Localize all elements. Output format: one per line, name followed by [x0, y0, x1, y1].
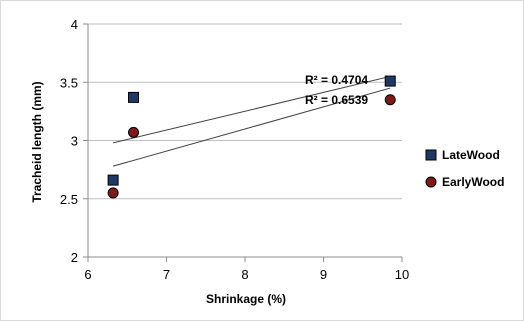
tick-labels: 2 2.5 3 3.5 4 6 7 8 9 10 [60, 17, 409, 282]
point-latewood [128, 91, 140, 103]
x-tick-label: 10 [395, 267, 409, 282]
y-tick-label: 2.5 [60, 192, 78, 207]
point-earlywood [384, 94, 396, 106]
x-tick-label: 6 [84, 267, 91, 282]
trendline-earlywood [112, 87, 391, 167]
r2-label-latewood: R² = 0.4704 [305, 73, 368, 87]
legend-marker-latewood [425, 149, 437, 161]
y-axis-title: Tracheid length (mm) [30, 81, 44, 202]
y-tick-label: 4 [71, 17, 78, 32]
point-latewood [384, 75, 396, 87]
data-points [107, 75, 396, 199]
legend-label-latewood: LateWood [442, 148, 500, 162]
y-tick-label: 3 [71, 134, 78, 149]
x-tick-label: 9 [320, 267, 327, 282]
x-tick-label: 8 [241, 267, 248, 282]
y-tick-label: 2 [71, 250, 78, 265]
y-tick-label: 3.5 [60, 75, 78, 90]
x-tick-label: 7 [163, 267, 170, 282]
x-axis-title: Shrinkage (%) [206, 292, 286, 306]
r2-label-earlywood: R² = 0.6539 [305, 93, 368, 107]
legend-label-earlywood: EarlyWood [442, 175, 504, 189]
trendline-latewood [113, 75, 391, 144]
trendlines [112, 75, 391, 167]
legend-marker-earlywood [425, 176, 437, 188]
axes [83, 23, 403, 262]
legend: LateWood EarlyWood [425, 148, 504, 189]
point-earlywood [128, 126, 140, 138]
point-earlywood [107, 187, 119, 199]
point-latewood [107, 174, 119, 186]
r2-labels: R² = 0.4704 R² = 0.6539 [305, 73, 368, 107]
